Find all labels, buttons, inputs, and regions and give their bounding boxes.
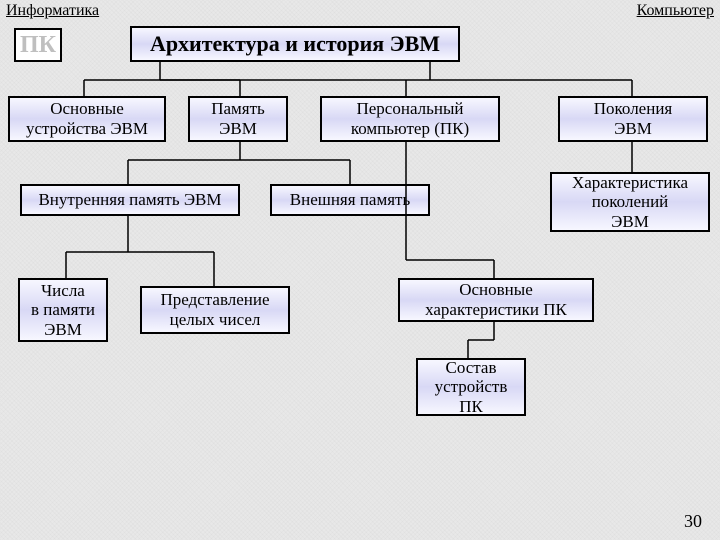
node-generations[interactable]: ПоколенияЭВМ bbox=[558, 96, 708, 142]
slide-number: 30 bbox=[684, 511, 702, 532]
header-subject: Информатика bbox=[6, 2, 99, 20]
node-devices[interactable]: Основныеустройства ЭВМ bbox=[8, 96, 166, 142]
slide: Информатика Компьютер ПК Архитектура и и… bbox=[0, 0, 720, 540]
diagram-title: Архитектура и история ЭВМ bbox=[130, 26, 460, 62]
header-topic: Компьютер bbox=[637, 2, 714, 20]
node-internal-memory[interactable]: Внутренняя память ЭВМ bbox=[20, 184, 240, 216]
node-pc-structure[interactable]: СоставустройствПК bbox=[416, 358, 526, 416]
node-integer-representation[interactable]: Представлениецелых чисел bbox=[140, 286, 290, 334]
connector-lines bbox=[0, 0, 720, 540]
node-external-memory[interactable]: Внешняя память bbox=[270, 184, 430, 216]
node-pc[interactable]: Персональныйкомпьютер (ПК) bbox=[320, 96, 500, 142]
node-generation-characteristics[interactable]: ХарактеристикапоколенийЭВМ bbox=[550, 172, 710, 232]
node-numbers-in-memory[interactable]: Числав памятиЭВМ bbox=[18, 278, 108, 342]
node-pc-characteristics[interactable]: Основныехарактеристики ПК bbox=[398, 278, 594, 322]
node-memory[interactable]: ПамятьЭВМ bbox=[188, 96, 288, 142]
pk-badge: ПК bbox=[14, 28, 62, 62]
